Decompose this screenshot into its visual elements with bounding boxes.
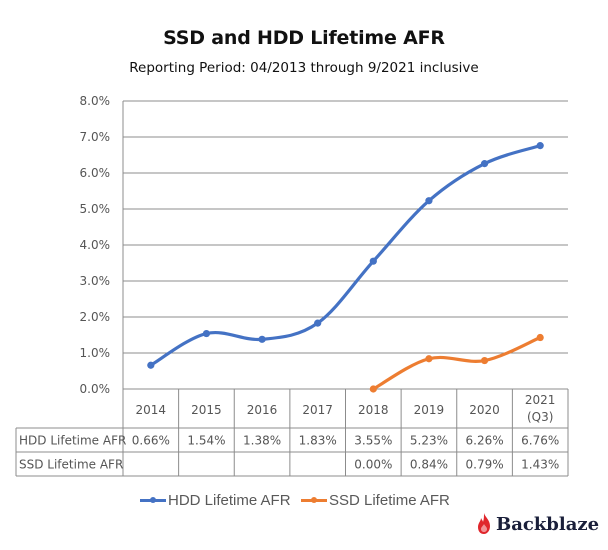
y-tick-label: 3.0% (80, 274, 111, 288)
ssd-data-point (480, 356, 489, 365)
hdd-data-point (369, 257, 377, 265)
legend-hdd-line-icon (140, 497, 166, 503)
x-category-label: (Q3) (527, 410, 553, 424)
x-category-label: 2019 (414, 403, 445, 417)
data-table: 2014 2015 2016 2017 2018 2019 2020 2021 (Q3) HDD … (15, 389, 569, 477)
y-tick-label: 8.0% (80, 94, 111, 108)
table-cell-value: 0.84% (410, 458, 448, 472)
table-cell-value: 5.23% (410, 434, 448, 448)
x-category-label: 2017 (302, 403, 333, 417)
hdd-series-line (149, 144, 542, 367)
x-category-label: 2018 (358, 403, 389, 417)
brand-name: Backblaze (496, 513, 600, 535)
x-category-label: 2015 (191, 403, 222, 417)
table-cell-value: 1.83% (299, 434, 337, 448)
series-lines (147, 142, 544, 393)
ssd-data-point (369, 385, 377, 393)
flame-icon (478, 513, 490, 534)
y-tick-label: 4.0% (80, 238, 111, 252)
x-category-label: 2020 (469, 403, 500, 417)
legend-item-hdd[interactable]: HDD Lifetime AFR (140, 492, 291, 509)
hdd-data-point (480, 160, 489, 168)
table-cell-value: 1.54% (187, 434, 225, 448)
legend-ssd-line-icon (301, 497, 327, 503)
table-cell-value: 1.43% (521, 458, 559, 472)
hdd-data-point (314, 319, 322, 327)
table-cell-value: 3.55% (354, 434, 392, 448)
hdd-data-point (202, 329, 211, 338)
ssd-series-line (371, 335, 542, 391)
y-tick-label: 1.0% (80, 346, 111, 360)
backblaze-logo: Backblaze (476, 513, 599, 535)
table-cell-value: 1.38% (243, 434, 281, 448)
ssd-data-point (425, 355, 433, 363)
y-tick-label: 5.0% (80, 202, 111, 216)
table-cell-value: 0.00% (354, 458, 392, 472)
hdd-data-point (147, 361, 155, 369)
ssd-data-point (536, 333, 544, 342)
x-category-label: 2016 (247, 403, 278, 417)
y-axis-ticks: 0.0% 1.0% 2.0% 3.0% 4.0% 5.0% 6.0% 7.0% 8.0% (80, 94, 111, 396)
hdd-data-point (258, 335, 266, 343)
table-cell-value: 6.76% (521, 434, 559, 448)
hdd-data-point (425, 197, 433, 205)
y-tick-label: 6.0% (80, 166, 111, 180)
x-category-label: 2014 (136, 403, 167, 417)
chart-title: SSD and HDD Lifetime AFR (163, 27, 445, 49)
hdd-data-point (536, 142, 544, 150)
y-tick-label: 7.0% (80, 130, 111, 144)
y-tick-label: 0.0% (80, 382, 111, 396)
y-tick-label: 2.0% (80, 310, 111, 324)
table-cell-value: 0.79% (466, 458, 504, 472)
table-cell-value: 0.66% (132, 434, 170, 448)
table-row-label: SSD Lifetime AFR (19, 458, 123, 472)
legend-ssd-label: SSD Lifetime AFR (329, 492, 450, 509)
chart-subtitle: Reporting Period: 04/2013 through 9/2021… (129, 60, 479, 76)
legend-item-ssd[interactable]: SSD Lifetime AFR (301, 492, 450, 509)
legend: HDD Lifetime AFR SSD Lifetime AFR (0, 492, 608, 516)
gridlines (122, 100, 568, 390)
table-row-label: HDD Lifetime AFR (19, 434, 126, 448)
legend-hdd-label: HDD Lifetime AFR (168, 492, 291, 509)
x-category-label: 2021 (525, 393, 556, 407)
table-cell-value: 6.26% (466, 434, 504, 448)
